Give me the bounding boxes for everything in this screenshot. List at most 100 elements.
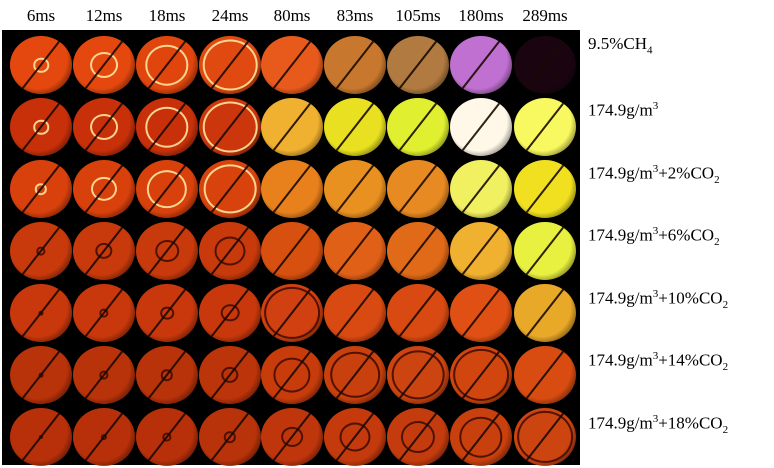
condition-label: 174.9g/m3+18%CO2 xyxy=(588,413,729,437)
schlieren-frame xyxy=(73,222,135,280)
flame-front-ring xyxy=(90,113,118,141)
schlieren-frame xyxy=(261,160,323,218)
schlieren-frame xyxy=(450,346,512,404)
electrode-line xyxy=(458,284,504,342)
electrode-line xyxy=(18,36,64,94)
electrode-line xyxy=(144,284,190,342)
condition-label: 174.9g/m3 xyxy=(588,100,659,120)
schlieren-frame xyxy=(387,36,449,94)
flame-front-ring xyxy=(281,426,303,448)
schlieren-frame xyxy=(10,222,72,280)
electrode-line xyxy=(18,222,64,280)
electrode-line xyxy=(144,346,190,404)
electrode-line xyxy=(458,160,504,218)
electrode-line xyxy=(18,408,64,466)
flame-front-ring xyxy=(330,351,380,399)
electrode-line xyxy=(269,408,315,466)
electrode-line xyxy=(18,160,64,218)
electrode-line xyxy=(395,160,441,218)
schlieren-frame xyxy=(450,222,512,280)
electrode-line xyxy=(458,98,504,156)
time-label: 24ms xyxy=(211,6,249,25)
electrode-line xyxy=(18,284,64,342)
electrode-line xyxy=(332,36,378,94)
schlieren-frame xyxy=(261,346,323,404)
condition-label: 174.9g/m3+6%CO2 xyxy=(588,225,720,249)
schlieren-frame xyxy=(261,408,323,466)
electrode-line xyxy=(144,222,190,280)
flame-front-ring xyxy=(223,431,237,443)
electrode-line xyxy=(522,36,568,94)
flame-front-ring xyxy=(155,239,179,263)
electrode-line xyxy=(144,408,190,466)
schlieren-frame xyxy=(136,284,198,342)
flame-front-ring xyxy=(202,39,258,91)
electrode-line xyxy=(522,346,568,404)
flame-front-ring xyxy=(146,170,188,208)
schlieren-frame xyxy=(73,160,135,218)
schlieren-frame xyxy=(199,98,261,156)
schlieren-frame xyxy=(10,160,72,218)
electrode-line xyxy=(395,36,441,94)
flame-front-ring xyxy=(33,119,49,135)
electrode-line xyxy=(395,284,441,342)
schlieren-frame xyxy=(73,284,135,342)
schlieren-frame xyxy=(199,408,261,466)
time-label: 6ms xyxy=(26,6,56,25)
flame-front-ring xyxy=(33,57,49,73)
schlieren-frame xyxy=(514,98,576,156)
schlieren-frame xyxy=(450,160,512,218)
schlieren-frame xyxy=(450,284,512,342)
schlieren-frame xyxy=(387,222,449,280)
schlieren-frame xyxy=(450,98,512,156)
electrode-line xyxy=(458,36,504,94)
schlieren-frame xyxy=(387,98,449,156)
electrode-line xyxy=(522,222,568,280)
electrode-line xyxy=(81,408,127,466)
schlieren-frame xyxy=(199,36,261,94)
electrode-line xyxy=(207,408,253,466)
schlieren-frame xyxy=(199,160,261,218)
electrode-line xyxy=(81,36,127,94)
schlieren-frame xyxy=(73,346,135,404)
flame-front-ring xyxy=(145,106,189,148)
schlieren-frame xyxy=(199,346,261,404)
electrode-line xyxy=(332,160,378,218)
schlieren-frame xyxy=(10,346,72,404)
electrode-line xyxy=(207,284,253,342)
flame-front-ring xyxy=(160,306,174,320)
flame-front-ring xyxy=(221,366,239,384)
flame-front-ring xyxy=(34,183,48,195)
electrode-line xyxy=(18,346,64,404)
schlieren-frame xyxy=(514,408,576,466)
frame-grid xyxy=(2,30,580,466)
electrode-line xyxy=(522,284,568,342)
electrode-line xyxy=(522,98,568,156)
flame-front-ring xyxy=(95,242,113,260)
flame-front-ring xyxy=(145,44,189,86)
schlieren-frame xyxy=(324,222,386,280)
condition-label: 9.5%CH4 xyxy=(588,34,653,57)
schlieren-frame xyxy=(73,408,135,466)
schlieren-frame xyxy=(324,346,386,404)
time-label: 83ms xyxy=(336,6,374,25)
schlieren-frame xyxy=(514,346,576,404)
schlieren-frame xyxy=(73,36,135,94)
schlieren-frame xyxy=(450,36,512,94)
time-label: 289ms xyxy=(522,6,568,25)
schlieren-frame xyxy=(136,346,198,404)
schlieren-frame xyxy=(73,98,135,156)
schlieren-frame xyxy=(261,222,323,280)
flame-front-ring xyxy=(339,422,371,452)
schlieren-frame xyxy=(324,284,386,342)
schlieren-frame xyxy=(450,408,512,466)
time-label: 180ms xyxy=(458,6,504,25)
electrode-line xyxy=(269,36,315,94)
schlieren-frame xyxy=(324,408,386,466)
flame-front-ring xyxy=(517,410,573,464)
electrode-line xyxy=(81,98,127,156)
schlieren-frame xyxy=(10,98,72,156)
schlieren-frame xyxy=(261,98,323,156)
flame-front-ring xyxy=(160,369,174,381)
schlieren-frame xyxy=(10,36,72,94)
